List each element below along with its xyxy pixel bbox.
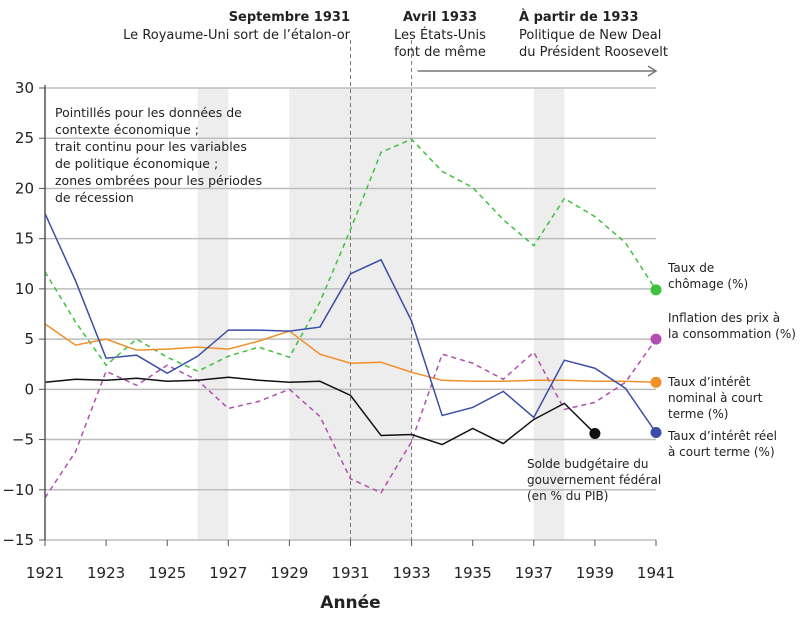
x-tick-label: 1931 xyxy=(331,564,369,582)
x-tick-label: 1937 xyxy=(515,564,553,582)
annotation-title: À partir de 1933 xyxy=(519,9,639,25)
y-tick-label: 15 xyxy=(15,230,34,248)
x-tick-label: 1933 xyxy=(393,564,431,582)
chart-note: de récession xyxy=(55,190,134,205)
y-tick-label: 10 xyxy=(15,280,34,298)
y-tick-label: 0 xyxy=(24,380,34,398)
x-tick-label: 1923 xyxy=(87,564,125,582)
series-end-marker xyxy=(589,428,601,440)
y-tick-label: −10 xyxy=(2,481,34,499)
series-end-marker xyxy=(650,284,662,296)
series-label: Taux de xyxy=(667,261,714,275)
series-label: gouvernement fédéral xyxy=(527,473,661,487)
series-label: à court terme (%) xyxy=(668,445,775,459)
chart-note: zones ombrées pour les périodes xyxy=(55,173,262,188)
annotation-title: Avril 1933 xyxy=(403,10,477,25)
x-tick-label: 1939 xyxy=(576,564,614,582)
series-label: Taux d’intérêt réel xyxy=(667,429,777,443)
arrow-head-icon xyxy=(647,65,658,77)
annotation-text: du Président Roosevelt xyxy=(519,45,668,60)
x-tick-label: 1929 xyxy=(270,564,308,582)
x-tick-label: 1921 xyxy=(26,564,64,582)
series-label: Inflation des prix à xyxy=(668,311,780,325)
annotation-text: Les États-Unis xyxy=(394,27,486,43)
series-line xyxy=(44,376,596,446)
series-end-marker xyxy=(650,427,662,439)
annotation-title: Septembre 1931 xyxy=(229,10,350,25)
series-label: la consommation (%) xyxy=(668,327,796,341)
chart-note: de politique économique ; xyxy=(55,156,218,171)
y-tick-label: 20 xyxy=(15,179,34,197)
x-tick-label: 1925 xyxy=(148,564,186,582)
y-tick-label: 5 xyxy=(24,330,34,348)
y-tick-label: −5 xyxy=(12,431,34,449)
series-label: terme (%) xyxy=(668,407,728,421)
chart-note: trait continu pour les variables xyxy=(55,139,247,154)
series-line xyxy=(44,338,657,499)
x-tick-label: 1935 xyxy=(454,564,492,582)
y-tick-label: 30 xyxy=(15,79,34,97)
series-label: nominal à court xyxy=(668,391,763,405)
x-tick-label: 1927 xyxy=(209,564,247,582)
x-tick-label: 1941 xyxy=(637,564,675,582)
series-end-marker xyxy=(650,376,662,388)
series-label: (en % du PIB) xyxy=(527,489,608,503)
annotation-text: font de même xyxy=(394,45,486,60)
recession-band xyxy=(197,88,229,540)
x-axis-label: Année xyxy=(320,593,380,613)
y-tick-label: −15 xyxy=(2,531,34,549)
series-end-marker xyxy=(650,333,662,345)
series-line xyxy=(44,138,657,373)
series-label: Solde budgétaire du xyxy=(527,457,648,471)
series-label: chômage (%) xyxy=(668,277,748,291)
annotation-text: Politique de New Deal xyxy=(519,28,661,43)
y-tick-label: 25 xyxy=(15,129,34,147)
series-line xyxy=(44,213,657,433)
annotation-text: Le Royaume-Uni sort de l’étalon-or xyxy=(123,28,350,43)
chart-note: contexte économique ; xyxy=(55,122,199,137)
recession-band xyxy=(533,88,565,540)
series-label: Taux d’intérêt xyxy=(667,375,751,389)
chart-note: Pointillés pour les données de xyxy=(55,105,242,120)
